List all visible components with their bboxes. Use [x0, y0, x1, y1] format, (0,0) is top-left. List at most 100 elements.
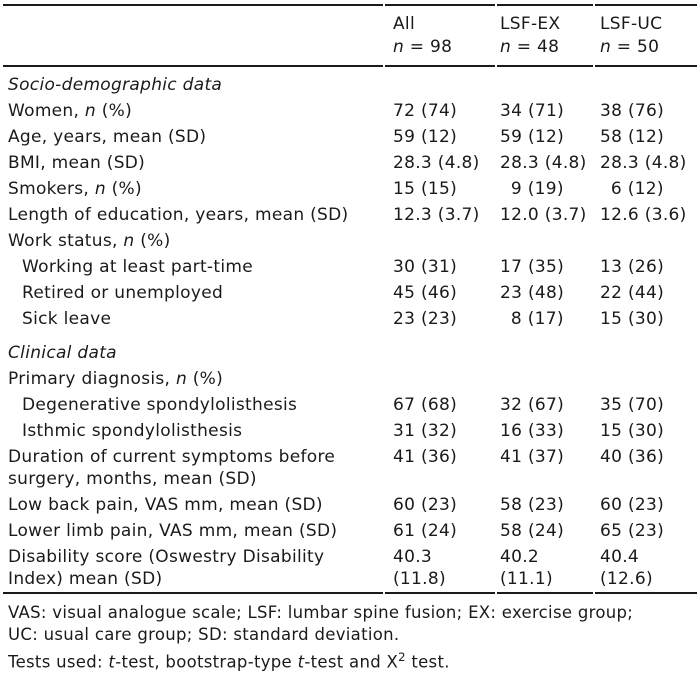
value-cell: 60 (23) [385, 494, 492, 516]
value-cell: 35 (70) [592, 394, 700, 416]
value-cell: 16 (33) [492, 420, 592, 442]
value-sd: (68) [420, 395, 458, 415]
value-sd: (74) [420, 101, 458, 121]
column-n: n = 48 [500, 37, 560, 57]
value-cell: 15 (15) [385, 178, 492, 200]
column-header-all: All n = 98 [385, 13, 492, 59]
table-row: BMI, mean (SD) 28.3 (4.8) 28.3 (4.8) 28.3 (… [0, 150, 700, 176]
header-spacer [0, 13, 385, 59]
column-header-lsf-uc: LSF-UC n = 50 [592, 13, 700, 59]
table-row: Sick leave 23 (23) 8 (17) 15 (30) [0, 306, 700, 332]
value-cell: 40 (36) [592, 446, 700, 468]
table-row: Degenerative spondylolisthesis 67 (68) 32 … [0, 392, 700, 418]
value-number: 59 [500, 127, 523, 147]
row-label: Smokers, n (%) [8, 179, 142, 199]
value-sd: (23) [420, 495, 458, 515]
section-row: Clinical data [0, 340, 700, 366]
value-sd: (12) [627, 179, 664, 199]
table-rule-header [0, 65, 700, 67]
value-cell: 12.6 (3.6) [592, 204, 700, 226]
value-number: 12.0 [500, 205, 540, 225]
value-cell: 28.3 (4.8) [492, 152, 592, 174]
row-label: Duration of current symptoms before surg… [8, 447, 336, 489]
value-number: 65 [600, 521, 623, 541]
value-number: 72 [393, 101, 416, 121]
value-sd: (23) [627, 521, 665, 541]
column-n: n = 98 [393, 37, 453, 57]
value-number: 28.3 [600, 153, 640, 173]
value-cell: 28.3 (4.8) [385, 152, 492, 174]
row-label: Degenerative spondylolisthesis [22, 395, 298, 415]
rule-segment [497, 592, 593, 594]
value-sd: (31) [420, 257, 458, 277]
rule-segment [497, 65, 593, 67]
table-row: Age, years, mean (SD) 59 (12) 59 (12) 58 (1… [0, 124, 700, 150]
value-cell: 28.3 (4.8) [592, 152, 700, 174]
value-number: 30 [393, 257, 416, 277]
value-sd: (11.8) [393, 569, 446, 589]
value-sd: (12) [420, 127, 458, 147]
value-sd: (44) [627, 283, 665, 303]
value-sd: (24) [527, 521, 565, 541]
table-footnotes: VAS: visual analogue scale; LSF: lumbar … [0, 594, 700, 673]
column-n: n = 50 [600, 37, 660, 57]
value-cell: 38 (76) [592, 100, 700, 122]
value-number: 67 [393, 395, 416, 415]
table-row: Isthmic spondylolisthesis 31 (32) 16 (33) 1… [0, 418, 700, 444]
table-row: Work status, n (%) [0, 228, 700, 254]
value-cell: 8 (17) [492, 308, 592, 330]
value-number: 40.3 [393, 547, 433, 567]
table-row: Length of education, years, mean (SD) 12.… [0, 202, 700, 228]
value-sd: (3.6) [644, 205, 687, 225]
table-row: Low back pain, VAS mm, mean (SD) 60 (23) 5… [0, 492, 700, 518]
row-label: Lower limb pain, VAS mm, mean (SD) [8, 521, 338, 541]
value-sd: (4.8) [644, 153, 687, 173]
table-rule-bottom [0, 592, 700, 594]
row-label: Clinical data [8, 343, 117, 363]
value-cell: 72 (74) [385, 100, 492, 122]
row-label: Disability score (Oswestry Disability In… [8, 547, 325, 589]
value-cell: 15 (30) [592, 420, 700, 442]
value-number: 32 [500, 395, 523, 415]
value-number: 40 [600, 447, 623, 467]
value-cell: 58 (24) [492, 520, 592, 542]
value-sd: (26) [627, 257, 665, 277]
value-sd: (4.8) [544, 153, 587, 173]
row-label: Retired or unemployed [22, 283, 224, 303]
value-sd: (46) [420, 283, 458, 303]
value-number: 12.6 [600, 205, 640, 225]
table-row: Disability score (Oswestry Disability In… [0, 544, 700, 592]
value-number: 59 [393, 127, 416, 147]
value-number: 15 [600, 309, 623, 329]
table-row: Primary diagnosis, n (%) [0, 366, 700, 392]
value-cell: 22 (44) [592, 282, 700, 304]
value-cell: 41 (36) [385, 446, 492, 468]
value-sd: (4.8) [437, 153, 480, 173]
value-cell: 34 (71) [492, 100, 592, 122]
value-sd: (12) [527, 127, 565, 147]
value-cell: 12.0 (3.7) [492, 204, 592, 226]
value-number: 58 [600, 127, 623, 147]
row-label: Primary diagnosis, n (%) [8, 369, 224, 389]
value-cell: 9 (19) [492, 178, 592, 200]
value-cell: 59 (12) [492, 126, 592, 148]
value-sd: (11.1) [500, 569, 553, 589]
footnote-line: VAS: visual analogue scale; LSF: lumbar … [8, 603, 634, 622]
value-cell: 60 (23) [592, 494, 700, 516]
value-sd: (71) [527, 101, 565, 121]
value-sd: (24) [420, 521, 458, 541]
rule-segment [3, 65, 383, 67]
rule-segment [385, 4, 495, 6]
row-label: Work status, n (%) [8, 231, 171, 251]
value-sd: (30) [627, 309, 665, 329]
table-row: Retired or unemployed 45 (46) 23 (48) 22 (4… [0, 280, 700, 306]
column-title: LSF-UC [600, 14, 663, 34]
value-number: 58 [500, 521, 523, 541]
rule-segment [385, 592, 495, 594]
value-cell: 67 (68) [385, 394, 492, 416]
value-cell: 12.3 (3.7) [385, 204, 492, 226]
value-number: 22 [600, 283, 623, 303]
column-header-lsf-ex: LSF-EX n = 48 [492, 13, 592, 59]
value-number: 15 [600, 421, 623, 441]
